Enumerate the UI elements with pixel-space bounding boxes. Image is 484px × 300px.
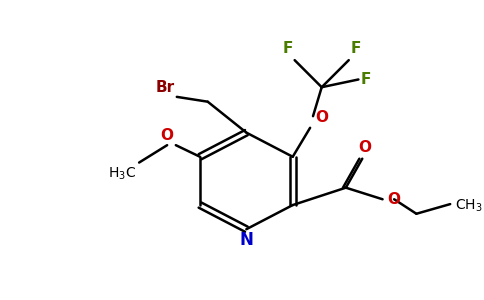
- Text: F: F: [351, 41, 361, 56]
- Text: F: F: [282, 41, 293, 56]
- Text: N: N: [240, 231, 253, 249]
- Text: H$_3$C: H$_3$C: [108, 166, 136, 182]
- Text: O: O: [160, 128, 173, 143]
- Text: O: O: [387, 192, 400, 207]
- Text: Br: Br: [156, 80, 175, 95]
- Text: F: F: [361, 72, 371, 87]
- Text: O: O: [315, 110, 328, 125]
- Text: CH$_3$: CH$_3$: [455, 198, 483, 214]
- Text: O: O: [359, 140, 372, 155]
